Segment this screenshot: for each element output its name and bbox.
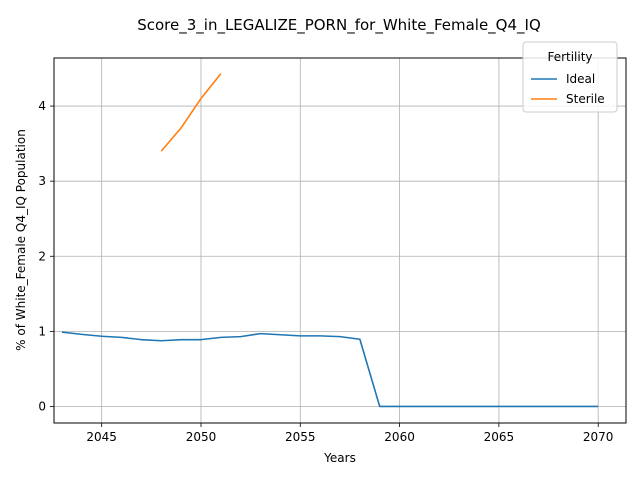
y-tick-label: 4	[38, 99, 46, 113]
y-axis-label: % of White_Female Q4_IQ Population	[14, 129, 28, 351]
x-tick-label: 2050	[186, 430, 217, 444]
x-tick-label: 2070	[583, 430, 614, 444]
legend-box	[522, 41, 618, 113]
plot-frame	[53, 57, 627, 424]
legend-label-sterile: Sterile	[566, 92, 605, 106]
x-tick-label: 2060	[384, 430, 415, 444]
legend-label-ideal: Ideal	[566, 72, 595, 86]
x-tick-label: 2065	[484, 430, 515, 444]
series-lines	[61, 73, 599, 408]
series-line-sterile	[160, 73, 222, 152]
x-axis-ticks: 2045 2050 2055 2060 2065 2070	[86, 423, 613, 444]
series-line-ideal	[61, 331, 599, 408]
y-axis-ticks: 0 1 2 3 4	[38, 99, 54, 413]
x-axis-label: Years	[323, 451, 356, 465]
grid-lines	[54, 58, 626, 423]
y-tick-label: 3	[38, 174, 46, 188]
y-tick-label: 2	[38, 249, 46, 263]
chart-title: Score_3_in_LEGALIZE_PORN_for_White_Femal…	[137, 16, 541, 35]
y-tick-label: 0	[38, 399, 46, 413]
y-tick-label: 1	[38, 324, 46, 338]
legend-title: Fertility	[547, 50, 592, 64]
x-tick-label: 2055	[285, 430, 316, 444]
legend: Fertility Ideal Sterile	[522, 41, 618, 113]
x-tick-label: 2045	[86, 430, 117, 444]
